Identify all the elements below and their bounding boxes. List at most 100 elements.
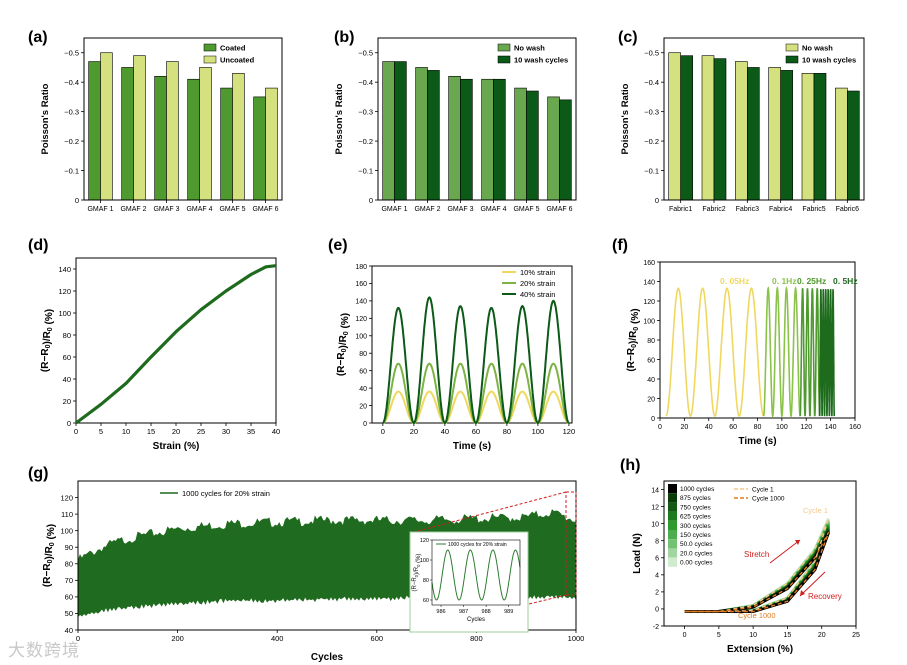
category-label-c: Fabric2	[702, 206, 725, 213]
x-tick-label-e: 0	[381, 427, 385, 436]
x-tick-label-d: 0	[74, 427, 78, 436]
y-axis-label-e: (R−R0)/R0 (%)	[336, 313, 351, 376]
legend-label-c: No wash	[802, 44, 833, 53]
colorbar-swatch-h	[668, 511, 677, 521]
legend-swatch-c	[785, 55, 799, 64]
bar-a-2	[199, 67, 212, 201]
x-tick-label-f: 120	[800, 424, 812, 431]
zoom-connector-g	[413, 491, 567, 533]
y-tick-label-d: 120	[58, 287, 71, 296]
colorbar-swatch-h	[668, 493, 677, 503]
y-axis-label-c: Poisson's Ratio	[620, 83, 631, 154]
y-tick-label-d: 80	[63, 331, 71, 340]
y-tick-label-f: 0	[651, 416, 655, 423]
y-tick-label-e: 120	[355, 316, 367, 323]
y-tick-label-b: −0.3	[358, 107, 373, 116]
x-tick-label-h: 10	[749, 632, 757, 639]
bar-b-2	[559, 99, 572, 201]
legend-label-b: No wash	[514, 44, 545, 53]
inset-y-tick-label-g: 60	[423, 598, 429, 604]
legend-swatch-b	[497, 43, 511, 52]
bar-a-1	[187, 78, 200, 201]
y-tick-label-d: 140	[58, 265, 71, 274]
y-tick-label-a: −0.3	[64, 107, 79, 116]
y-tick-label-f: 60	[647, 357, 655, 364]
bar-b-2	[526, 90, 539, 201]
y-tick-label-h: 2	[655, 590, 659, 597]
y-tick-label-g: 110	[61, 510, 73, 519]
bar-b-1	[415, 67, 428, 201]
category-label-c: Fabric6	[836, 206, 859, 213]
axes-frame-a	[83, 37, 283, 201]
category-label-c: Fabric4	[769, 206, 792, 213]
x-axis-label-d: Strain (%)	[153, 441, 200, 452]
inset-x-axis-label-g: Cycles	[467, 617, 485, 623]
y-tick-label-d: 60	[63, 353, 71, 362]
y-tick-label-c: −0.1	[644, 166, 659, 175]
category-label-b: GMAF 1	[381, 206, 407, 213]
inset-series-line-g	[431, 549, 521, 601]
bar-c-2	[680, 55, 693, 201]
x-tick-label-g: 0	[76, 634, 80, 643]
y-tick-label-h: -2	[653, 624, 659, 631]
y-tick-label-a: −0.4	[64, 78, 79, 87]
colorbar-swatch-h	[668, 520, 677, 530]
y-tick-label-d: 40	[63, 375, 71, 384]
axes-frame-g	[77, 480, 577, 631]
category-label-b: GMAF 6	[546, 206, 572, 213]
y-tick-label-h: 4	[655, 573, 659, 580]
series-line-f-2	[762, 286, 801, 419]
bar-b-1	[448, 75, 461, 201]
x-tick-label-e: 120	[563, 427, 576, 436]
category-label-b: GMAF 2	[414, 206, 440, 213]
y-tick-label-b: 0	[369, 196, 373, 205]
panel-label-e: (e)	[328, 237, 348, 254]
y-tick-label-h: 14	[651, 487, 659, 494]
y-tick-label-d: 20	[63, 397, 71, 406]
series-line-f-4	[818, 289, 836, 417]
x-tick-label-g: 1000	[568, 634, 585, 643]
x-tick-label-d: 5	[99, 427, 103, 436]
y-axis-label-h: Load (N)	[632, 533, 643, 574]
y-tick-label-e: 80	[359, 351, 367, 358]
x-tick-label-d: 35	[247, 427, 255, 436]
x-tick-label-f: 40	[705, 424, 713, 431]
zoom-region-g	[565, 491, 577, 596]
category-label-a: GMAF 1	[87, 206, 113, 213]
bar-b-2	[394, 61, 407, 201]
y-tick-label-e: 140	[355, 299, 367, 306]
frequency-label-f: 0. 1Hz	[772, 276, 797, 286]
legend-label-h: Cycle 1	[752, 487, 774, 494]
panel-label-d: (d)	[28, 237, 48, 254]
bar-a-2	[166, 61, 179, 201]
legend-label-b: 10 wash cycles	[514, 56, 568, 65]
legend-label-h: Cycle 1000	[752, 496, 785, 503]
x-tick-label-e: 60	[472, 427, 480, 436]
bar-a-2	[100, 52, 113, 201]
y-tick-label-g: 100	[60, 526, 73, 535]
bar-b-1	[547, 96, 560, 201]
y-tick-label-f: 20	[647, 396, 655, 403]
inset-x-tick-label-g: 989	[504, 609, 513, 615]
y-tick-label-f: 80	[647, 338, 655, 345]
colorbar-label-h: 150 cycles	[680, 532, 711, 539]
x-tick-label-h: 5	[717, 632, 721, 639]
x-tick-label-f: 140	[825, 424, 837, 431]
y-tick-label-g: 120	[60, 493, 73, 502]
y-tick-label-f: 100	[643, 318, 655, 325]
bar-c-1	[668, 52, 681, 201]
inset-y-axis-label-g: (R−R0)/R0 (%)	[412, 554, 422, 592]
annotation-h: Cycle 1	[803, 506, 828, 515]
y-tick-label-e: 40	[359, 386, 367, 393]
colorbar-label-h: 750 cycles	[680, 504, 711, 511]
bar-a-2	[232, 73, 245, 201]
colorbar-label-h: 300 cycles	[680, 523, 711, 530]
colorbar-label-h: 0.00 cycles	[680, 560, 713, 567]
y-tick-label-c: −0.2	[644, 137, 659, 146]
x-tick-label-f: 20	[680, 424, 688, 431]
y-tick-label-h: 0	[655, 607, 659, 614]
x-tick-label-f: 100	[776, 424, 788, 431]
y-tick-label-b: −0.4	[358, 78, 373, 87]
x-tick-label-e: 20	[410, 427, 418, 436]
y-axis-label-b: Poisson's Ratio	[334, 83, 345, 154]
